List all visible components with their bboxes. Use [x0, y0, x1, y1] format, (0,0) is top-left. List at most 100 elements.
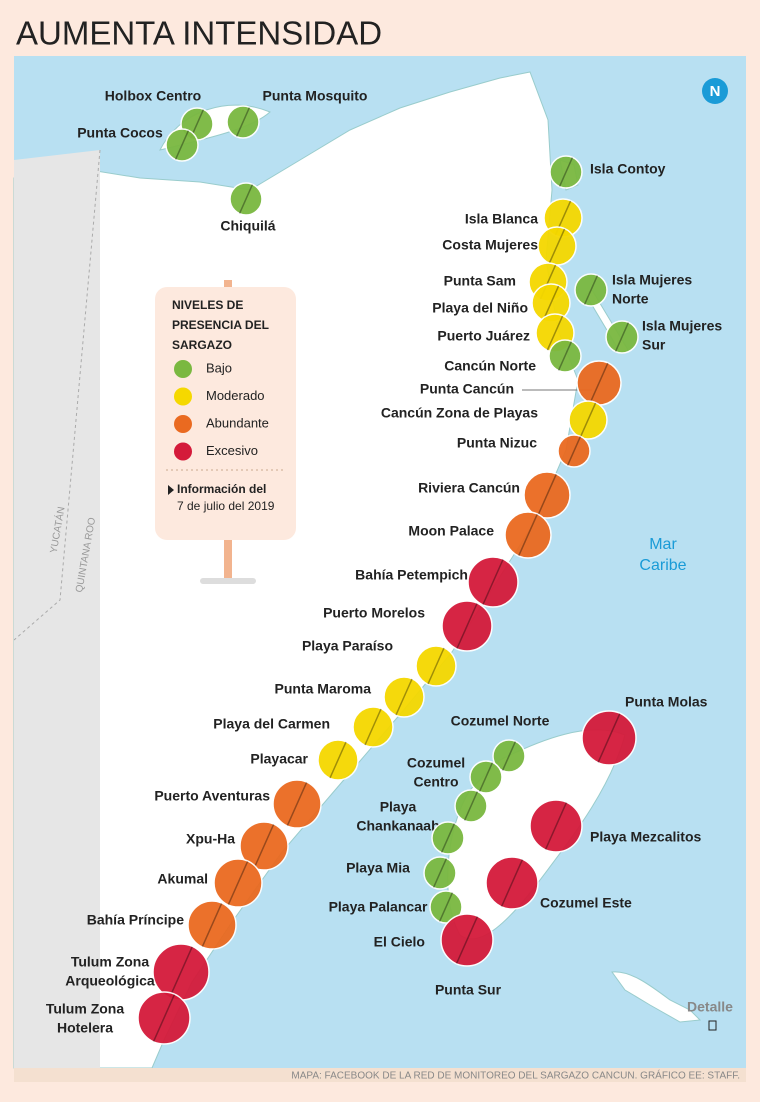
place-label: Playa Mezcalitos — [590, 829, 701, 845]
coast-line — [227, 861, 249, 905]
location-marker — [504, 511, 552, 559]
source: MAPA: FACEBOOK DE LA RED DE MONITOREO DE… — [291, 1069, 740, 1082]
location-marker — [352, 706, 394, 748]
location-marker — [272, 779, 322, 829]
legend-label: Moderado — [206, 388, 265, 403]
place-label: Puerto Aventuras — [154, 788, 270, 804]
place-label: Costa Mujeres — [442, 237, 538, 253]
legend-swatch — [174, 442, 192, 461]
title: AUMENTA INTENSIDAD — [16, 15, 382, 52]
location-marker — [568, 400, 608, 440]
location-marker — [529, 799, 583, 853]
coast-line — [286, 782, 308, 826]
coast-line — [500, 859, 524, 907]
place-label: Sur — [642, 337, 666, 353]
location-marker — [431, 821, 465, 855]
location-marker — [467, 556, 519, 608]
coast-line — [440, 823, 456, 853]
location-marker — [454, 789, 488, 823]
place-label: Playa del Niño — [432, 300, 528, 316]
location-marker — [581, 710, 637, 766]
location-marker — [549, 155, 583, 189]
coast-line — [537, 473, 557, 517]
legend-label: Excesivo — [206, 443, 258, 458]
location-marker — [187, 900, 237, 950]
legend-swatch — [174, 415, 192, 433]
place-label: Cozumel Este — [540, 895, 632, 911]
detail-box — [708, 1020, 717, 1031]
location-marker — [226, 105, 260, 139]
coast-line — [557, 341, 573, 371]
place-label: Punta Maroma — [275, 681, 372, 697]
source-strip — [14, 1068, 746, 1082]
legend-title: NIVELES DE — [172, 298, 243, 312]
legend-note: Información del — [177, 482, 266, 496]
location-marker — [429, 890, 463, 924]
place-label: Punta Molas — [625, 694, 708, 710]
coast-line — [463, 791, 479, 821]
coast-line — [544, 802, 568, 850]
coast-line — [438, 892, 454, 922]
legend: NIVELES DE PRESENCIA DEL SARGAZO Bajo Modera… — [155, 280, 296, 584]
legend-base — [200, 578, 256, 584]
coast-line — [482, 559, 504, 605]
location-marker — [137, 991, 191, 1045]
coast-line — [478, 762, 494, 792]
location-marker — [423, 856, 457, 890]
detail-label: Detalle — [687, 999, 733, 1015]
place-label: Punta Mosquito — [263, 88, 368, 104]
legend-box — [155, 287, 296, 540]
place-label: Isla Blanca — [465, 211, 538, 227]
place-label: Playa del Carmen — [213, 716, 330, 732]
location-marker — [415, 645, 457, 687]
place-label: Playacar — [250, 751, 308, 767]
coast-line — [201, 903, 223, 947]
north-label: N — [710, 83, 721, 100]
coast-line — [427, 647, 445, 685]
place-label: Chankanaab — [356, 818, 439, 834]
location-marker — [605, 320, 639, 354]
location-marker — [557, 434, 591, 468]
coast-line — [558, 157, 574, 187]
coast-line — [518, 513, 538, 557]
place-label: Akumal — [157, 871, 208, 887]
state-border — [13, 149, 101, 641]
location-marker — [165, 128, 199, 162]
coast-line — [597, 713, 621, 763]
coast-line — [174, 130, 190, 160]
legend-label: Abundante — [206, 415, 269, 430]
place-label: Moon Palace — [408, 523, 494, 539]
coast-line — [169, 946, 193, 998]
place-label: El Cielo — [374, 934, 425, 950]
place-label: Cozumel — [407, 755, 465, 771]
place-label: Isla Mujeres — [642, 318, 722, 334]
location-marker — [523, 471, 571, 519]
place-label: Playa — [380, 799, 417, 815]
location-marker — [485, 856, 539, 910]
place-label: Norte — [612, 291, 649, 307]
coast-line — [364, 708, 382, 746]
sea-label: Mar — [649, 536, 677, 553]
place-label: Playa Paraíso — [302, 638, 393, 654]
place-label: Chiquilá — [220, 218, 275, 234]
coast-line — [614, 322, 630, 352]
coast-line — [542, 285, 560, 321]
coast-line — [238, 184, 254, 214]
north-icon — [702, 78, 728, 104]
location-marker — [441, 600, 493, 652]
place-label: Cancún Norte — [444, 358, 536, 374]
location-marker — [383, 676, 425, 718]
place-label: Isla Mujeres — [612, 272, 692, 288]
place-label: Punta Cancún — [420, 381, 514, 397]
place-label: Cozumel Norte — [451, 713, 550, 729]
place-label: Playa Mia — [346, 860, 410, 876]
place-label: Bahía Petempich — [355, 567, 468, 583]
location-marker — [213, 858, 263, 908]
legend-note: 7 de julio del 2019 — [177, 499, 275, 513]
legend-swatch — [174, 360, 192, 378]
place-label: Tulum Zona — [46, 1001, 124, 1017]
coast-line — [152, 994, 176, 1042]
place-label: Cancún Zona de Playas — [381, 405, 538, 421]
place-label: Punta Sam — [444, 273, 516, 289]
